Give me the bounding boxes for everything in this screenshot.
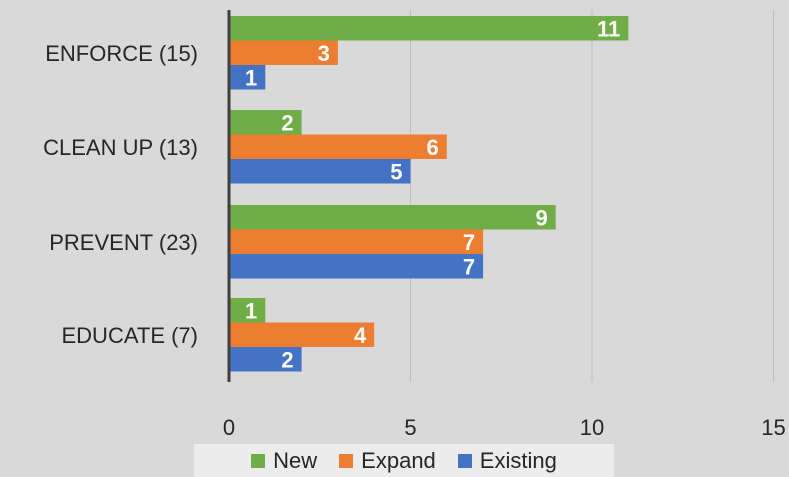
data-label: 2	[281, 348, 293, 373]
legend-item-expand: Expand	[339, 448, 436, 474]
bar-new	[229, 205, 556, 230]
bar-new	[229, 16, 629, 41]
category-label: CLEAN UP (13)	[43, 135, 198, 160]
legend-swatch	[339, 453, 354, 468]
x-tick-label: 5	[404, 415, 416, 440]
data-label: 2	[281, 111, 293, 136]
data-label: 1	[245, 299, 257, 324]
bar-expand	[229, 322, 375, 347]
bar-new	[229, 298, 266, 323]
bar-existing	[229, 347, 302, 372]
category-label: ENFORCE (15)	[45, 41, 198, 66]
legend-swatch	[251, 453, 266, 468]
bar-existing	[229, 159, 411, 184]
legend-label: New	[273, 447, 318, 473]
data-label: 1	[245, 66, 257, 91]
legend-swatch	[457, 453, 472, 468]
data-label: 7	[463, 255, 475, 280]
data-label: 3	[318, 41, 330, 66]
bar-expand	[229, 134, 447, 159]
bar-existing	[229, 254, 484, 279]
x-tick-label: 15	[761, 415, 785, 440]
bar-expand	[229, 40, 338, 65]
data-label: 5	[390, 160, 402, 185]
data-label: 6	[427, 135, 439, 160]
category-label: PREVENT (23)	[49, 230, 198, 255]
category-label: EDUCATE (7)	[62, 323, 199, 348]
legend-item-new: New	[251, 448, 317, 474]
bar-expand	[229, 229, 484, 254]
legend-item-existing: Existing	[457, 447, 557, 474]
bar-new	[229, 110, 302, 135]
x-tick-label: 0	[223, 415, 235, 440]
x-tick-label: 10	[580, 415, 604, 440]
data-label: 7	[463, 230, 475, 255]
data-label: 4	[354, 323, 367, 348]
legend-label: Expand	[361, 447, 436, 473]
legend-label: Existing	[479, 447, 557, 473]
data-label: 9	[535, 206, 547, 231]
bar-existing	[229, 65, 266, 90]
data-label: 11	[597, 17, 620, 42]
legend: New Expand Existing	[194, 444, 614, 477]
